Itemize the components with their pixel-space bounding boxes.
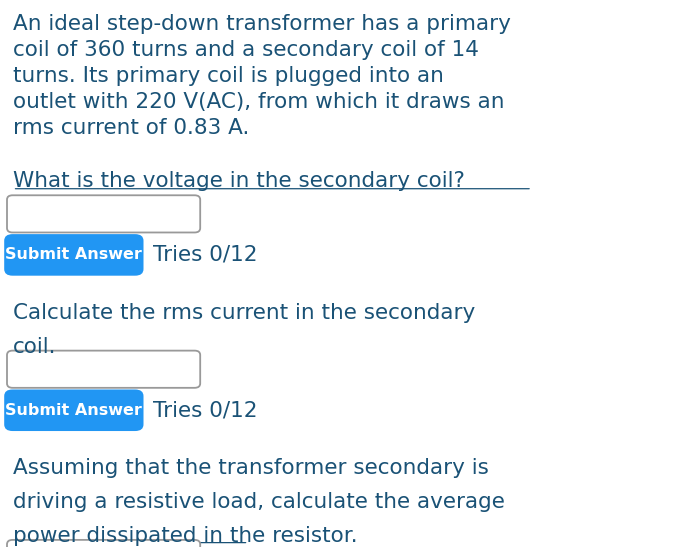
Text: Assuming that the transformer secondary is: Assuming that the transformer secondary … xyxy=(13,458,489,479)
Text: Tries 0/12: Tries 0/12 xyxy=(153,400,257,420)
Text: power dissipated in the resistor.: power dissipated in the resistor. xyxy=(13,526,357,546)
Text: Tries 0/12: Tries 0/12 xyxy=(153,245,257,265)
Text: driving a resistive load, calculate the average: driving a resistive load, calculate the … xyxy=(13,492,505,513)
Text: An ideal step-down transformer has a primary
coil of 360 turns and a secondary c: An ideal step-down transformer has a pri… xyxy=(13,14,510,138)
Text: Submit Answer: Submit Answer xyxy=(6,247,142,263)
Text: Calculate the rms current in the secondary: Calculate the rms current in the seconda… xyxy=(13,303,475,323)
Text: Submit Answer: Submit Answer xyxy=(6,403,142,418)
Text: What is the voltage in the secondary coil?: What is the voltage in the secondary coi… xyxy=(13,171,465,191)
Text: coil.: coil. xyxy=(13,337,56,357)
